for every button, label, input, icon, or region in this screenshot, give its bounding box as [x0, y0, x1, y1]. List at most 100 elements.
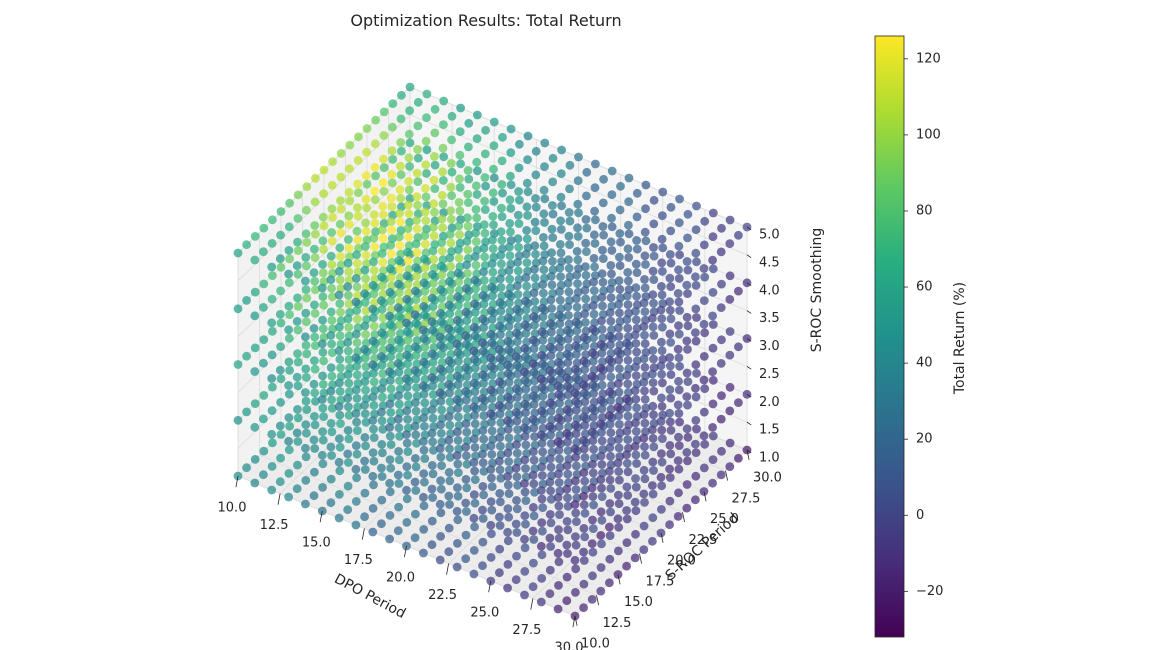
scatter-point [268, 382, 277, 392]
scatter-point [318, 435, 328, 445]
scatter-point [430, 207, 439, 217]
scatter-point [505, 219, 515, 228]
scatter-point [725, 215, 735, 225]
scatter-point [579, 436, 588, 445]
scatter-point [436, 420, 445, 430]
scatter-point [478, 370, 488, 380]
scatter-point [615, 308, 624, 318]
scatter-point [486, 353, 496, 363]
scatter-point [503, 472, 512, 481]
scatter-point [361, 218, 370, 228]
scatter-point [360, 409, 370, 419]
scatter-point [452, 395, 462, 405]
scatter-point [410, 533, 420, 543]
scatter-point [233, 415, 243, 425]
scatter-point [520, 399, 530, 409]
scatter-point [478, 514, 488, 523]
scatter-point [555, 287, 564, 296]
scatter-point [529, 391, 538, 401]
scatter-point [386, 408, 396, 417]
scatter-point [336, 228, 346, 238]
scatter-point [572, 294, 581, 303]
scatter-point [708, 367, 717, 377]
scatter-point [410, 477, 420, 487]
scatter-point [353, 211, 363, 221]
scatter-point [437, 405, 446, 415]
scatter-point [700, 216, 710, 226]
scatter-point [657, 457, 667, 467]
scatter-point [530, 432, 539, 441]
scatter-point [488, 244, 498, 254]
tick-mark [596, 595, 599, 606]
scatter-point [310, 364, 320, 374]
scatter-point [562, 373, 572, 383]
scatter-point [579, 356, 589, 366]
scatter-point [311, 229, 320, 239]
scatter-point [361, 417, 371, 427]
scatter-point [665, 250, 675, 259]
scatter-point [614, 522, 624, 532]
scatter-point [479, 434, 488, 444]
scatter-point [657, 449, 666, 458]
scatter-point [562, 517, 572, 526]
scatter-point [639, 465, 649, 475]
scatter-point [394, 423, 404, 433]
scatter-point [675, 417, 684, 427]
scatter-point [284, 269, 293, 279]
scatter-point [385, 343, 395, 353]
scatter-point [622, 347, 632, 357]
scatter-point [581, 270, 591, 280]
scatter-point [411, 342, 420, 352]
tick-label: 30.0 [753, 471, 782, 486]
scatter-point [548, 256, 557, 266]
scatter-point [444, 356, 454, 366]
scatter-point [285, 254, 294, 264]
scatter-point [614, 490, 623, 500]
scatter-point [523, 211, 532, 220]
scatter-point [581, 215, 591, 224]
scatter-point [571, 420, 580, 430]
scatter-point [622, 450, 631, 460]
scatter-point [605, 531, 615, 540]
scatter-point [588, 492, 598, 501]
scatter-point [446, 214, 456, 224]
scatter-point [581, 262, 590, 272]
scatter-point [436, 476, 445, 485]
scatter-point [520, 423, 529, 433]
scatter-point [521, 352, 530, 362]
scatter-point [487, 315, 497, 324]
scatter-point [360, 456, 369, 466]
scatter-point [242, 407, 252, 417]
scatter-point [640, 275, 649, 284]
scatter-point [548, 177, 558, 187]
scatter-point [259, 335, 269, 344]
scatter-point [512, 440, 521, 449]
scatter-point [605, 331, 615, 341]
scatter-point [410, 366, 420, 375]
scatter-point [326, 386, 336, 396]
scatter-point [520, 376, 530, 385]
scatter-point [495, 377, 505, 387]
scatter-point [394, 479, 404, 488]
scatter-point [454, 412, 463, 422]
scatter-point [319, 412, 328, 421]
scatter-point [317, 339, 327, 349]
scatter-point [555, 240, 565, 249]
scatter-point [640, 283, 650, 293]
scatter-point [464, 174, 474, 184]
scatter-point [428, 437, 437, 447]
tick-mark [746, 226, 752, 231]
scatter-point [360, 297, 370, 307]
scatter-point [267, 262, 277, 272]
scatter-point [429, 175, 439, 185]
scatter-point [445, 452, 455, 462]
scatter-point [538, 336, 548, 345]
scatter-point [436, 309, 445, 318]
scatter-point [554, 581, 563, 590]
scatter-point [631, 418, 640, 428]
scatter-point [427, 317, 437, 327]
scatter-point [506, 227, 515, 237]
scatter-point [361, 227, 371, 236]
scatter-point [597, 292, 607, 302]
scatter-point [377, 360, 387, 370]
